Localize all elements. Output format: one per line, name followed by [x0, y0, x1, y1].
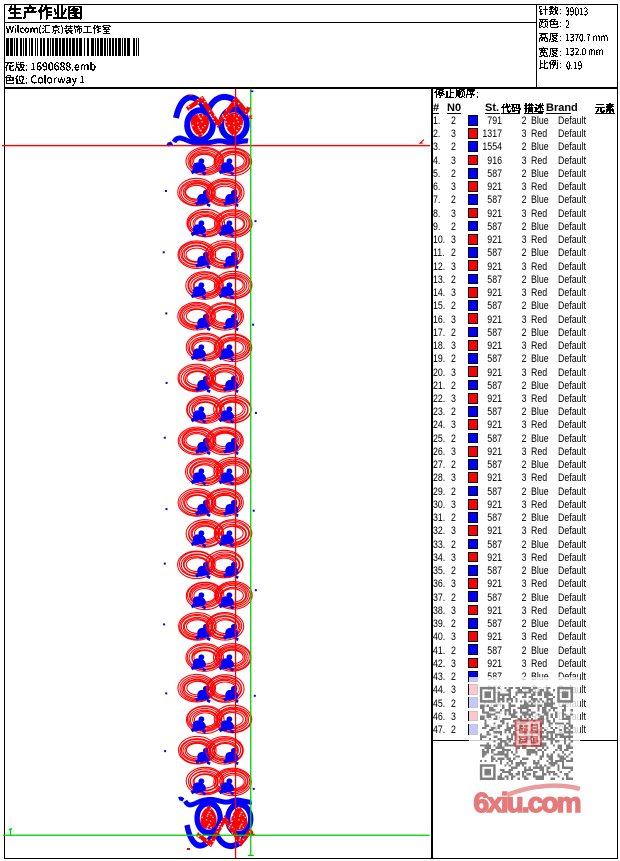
svg-text:6xiu.com: 6xiu.com: [474, 787, 582, 814]
